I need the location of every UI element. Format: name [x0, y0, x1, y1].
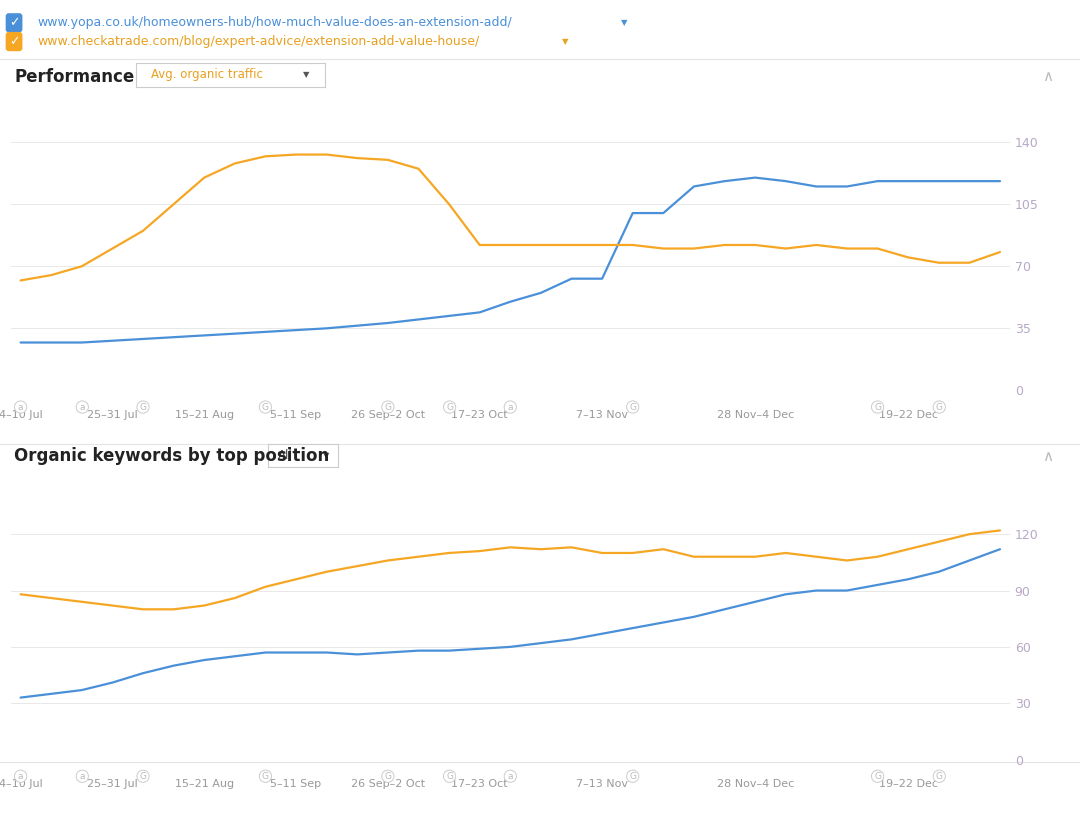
Text: ✓: ✓: [9, 16, 19, 29]
Text: ∧: ∧: [1042, 449, 1053, 464]
Text: G: G: [384, 772, 391, 781]
Text: G: G: [935, 772, 943, 781]
Text: Avg. organic traffic: Avg. organic traffic: [151, 68, 264, 82]
Text: www.yopa.co.uk/homeowners-hub/how-much-value-does-an-extension-add/: www.yopa.co.uk/homeowners-hub/how-much-v…: [38, 16, 513, 29]
Text: G: G: [262, 772, 269, 781]
Text: ∧: ∧: [1042, 69, 1053, 84]
Text: www.checkatrade.com/blog/expert-advice/extension-add-value-house/: www.checkatrade.com/blog/expert-advice/e…: [38, 35, 480, 48]
Text: G: G: [139, 403, 147, 412]
Text: ▼: ▼: [323, 451, 329, 460]
Text: a: a: [80, 403, 85, 412]
Text: G: G: [446, 772, 454, 781]
Text: G: G: [384, 403, 391, 412]
Text: ▼: ▼: [621, 18, 627, 28]
Text: G: G: [139, 772, 147, 781]
Text: a: a: [508, 772, 513, 781]
Text: G: G: [630, 403, 636, 412]
Text: G: G: [630, 772, 636, 781]
Text: G: G: [874, 403, 881, 412]
Text: a: a: [508, 403, 513, 412]
Text: ✓: ✓: [9, 35, 19, 48]
Text: ▼: ▼: [562, 37, 568, 46]
Text: a: a: [18, 772, 24, 781]
Text: All: All: [279, 449, 293, 462]
Text: Performance: Performance: [14, 68, 134, 86]
Text: G: G: [262, 403, 269, 412]
Text: G: G: [446, 403, 454, 412]
Text: a: a: [80, 772, 85, 781]
Text: G: G: [874, 772, 881, 781]
Text: a: a: [18, 403, 24, 412]
Text: G: G: [935, 403, 943, 412]
Text: ▼: ▼: [303, 70, 310, 80]
Text: Organic keywords by top position: Organic keywords by top position: [14, 447, 329, 465]
